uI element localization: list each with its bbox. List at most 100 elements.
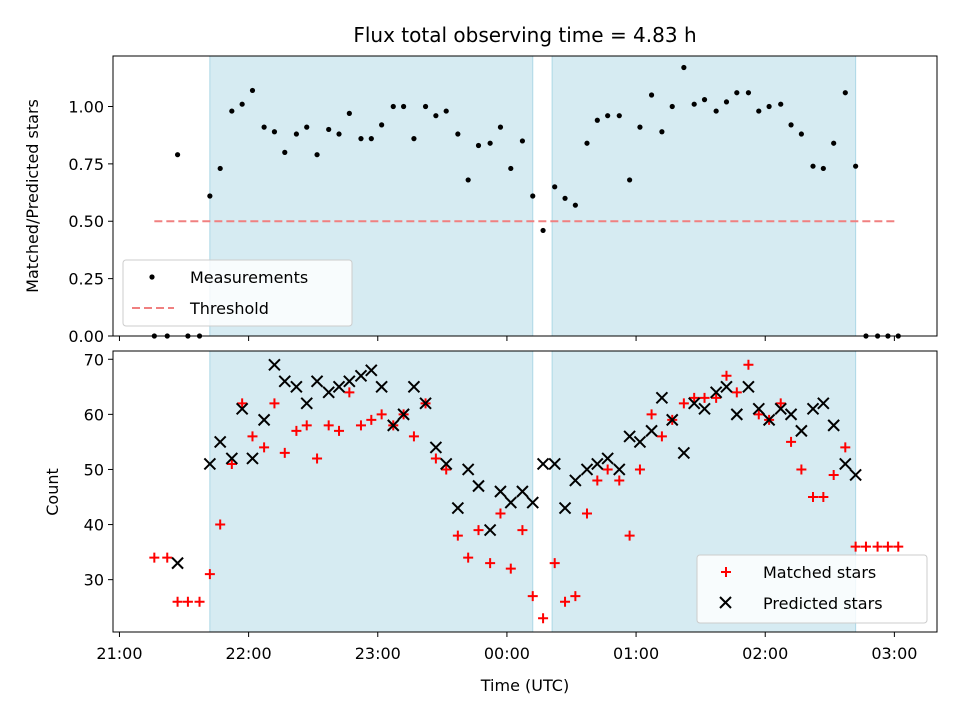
predicted-star-point <box>375 380 388 394</box>
matched-star-point <box>818 492 829 503</box>
predicted-star-point <box>407 380 421 394</box>
measurement-point <box>820 165 826 172</box>
predicted-star-point <box>268 358 281 371</box>
matched-star-point <box>624 530 635 541</box>
matched-star-point <box>689 392 700 403</box>
matched-star-point <box>505 563 516 574</box>
ratio-panel-frame <box>112 55 938 337</box>
measurements-legend-marker <box>149 274 155 280</box>
predicted-star-point <box>548 457 561 471</box>
predicted-star-point <box>839 457 852 471</box>
measurement-point <box>616 113 622 119</box>
measurement-point <box>508 165 514 172</box>
y-tick-labels: 30 40 50 60 70 <box>84 350 104 589</box>
matched-star-point <box>376 409 387 420</box>
predicted-star-point <box>742 380 755 394</box>
predicted-legend-marker <box>719 596 732 609</box>
predicted-star-point <box>246 452 259 465</box>
measurement-point <box>605 113 611 119</box>
y-tick-label: 70 <box>84 350 104 369</box>
predicted-star-point <box>451 501 465 515</box>
measurement-point <box>261 124 267 130</box>
measurement-point <box>594 117 600 123</box>
matched-star-point <box>634 464 645 475</box>
matched-star-point <box>485 558 496 569</box>
y-tick-label: 60 <box>84 405 104 424</box>
matched-star-point <box>808 492 819 503</box>
measurement-point <box>326 126 332 133</box>
matched-star-point <box>473 525 484 536</box>
matched-legend-marker <box>721 567 731 577</box>
x-tick-label: 23:00 <box>355 644 401 663</box>
x-tick-label: 01:00 <box>613 644 659 663</box>
ratio-y-axis-label: Matched/Predicted stars <box>23 99 42 293</box>
matched-star-point <box>592 475 603 486</box>
matched-star-point <box>182 596 193 607</box>
measurement-point <box>691 101 697 107</box>
ratio-legend: Measurements Threshold <box>122 259 353 327</box>
matched-star-point <box>237 398 248 409</box>
predicted-star-point <box>429 441 443 454</box>
matched-star-point <box>699 392 710 403</box>
measurement-point <box>400 103 407 110</box>
matched-star-point <box>194 596 205 607</box>
matched-star-point <box>786 436 797 447</box>
measurement-point <box>304 124 310 130</box>
predicted-star-point <box>354 369 368 383</box>
matched-star-point <box>743 359 754 370</box>
matched-star-point <box>517 525 528 536</box>
matched-star-point <box>614 475 625 486</box>
shaded-intervals <box>209 55 857 337</box>
measurement-point <box>497 124 504 130</box>
predicted-star-point <box>698 402 711 416</box>
measurement-point <box>487 140 493 146</box>
predicted-star-point <box>720 380 733 394</box>
predicted-star-point <box>806 402 820 416</box>
measurement-point <box>552 184 558 190</box>
measurements-legend-label: Measurements <box>190 268 308 287</box>
chart-title: Flux total observing time = 4.83 h <box>353 23 696 47</box>
measurement-point <box>669 103 675 110</box>
matched-star-point <box>441 464 452 475</box>
matched-star-point <box>796 464 807 475</box>
measurement-point <box>229 108 235 114</box>
predicted-star-point <box>817 397 830 410</box>
matched-legend-label: Matched stars <box>763 563 876 582</box>
matched-star-point <box>279 447 290 458</box>
predicted-star-point <box>569 474 582 487</box>
predicted-star-point <box>213 435 227 449</box>
measurement-point <box>798 131 804 137</box>
matched-star-point <box>162 552 173 563</box>
predicted-star-point <box>762 413 776 427</box>
matched-star-point <box>646 409 657 420</box>
predicted-star-point <box>666 413 679 427</box>
predicted-star-point <box>387 419 400 432</box>
predicted-star-point <box>677 446 691 460</box>
ratio-panel: 0.00 0.25 0.50 0.75 1.00 Flux total observin… <box>23 23 938 346</box>
matched-star-point <box>656 431 667 442</box>
measurement-point <box>207 193 213 199</box>
y-tick-labels: 0.00 0.25 0.50 0.75 1.00 <box>68 97 104 346</box>
matched-star-point <box>226 458 237 469</box>
predicted-star-point <box>516 485 529 498</box>
measurement-point <box>249 87 256 94</box>
predicted-star-point <box>257 413 271 427</box>
predicted-star-point <box>709 386 723 399</box>
predicted-star-point <box>397 408 410 421</box>
measurement-point <box>519 138 526 144</box>
measurement-point <box>174 152 181 158</box>
axis-ticks <box>108 105 895 341</box>
predicted-star-point <box>633 435 647 449</box>
x-tick-label: 21:00 <box>96 644 142 663</box>
matched-star-point <box>323 420 334 431</box>
predicted-legend-label: Predicted stars <box>763 594 883 613</box>
measurement-point <box>346 110 352 116</box>
count-panel-frame <box>112 350 938 633</box>
predicted-star-point <box>419 397 432 410</box>
time-x-axis-label: Time (UTC) <box>480 676 569 695</box>
predicted-star-point <box>365 364 378 377</box>
matched-star-point <box>452 530 463 541</box>
matched-star-point <box>215 519 226 530</box>
measurement-point <box>745 90 752 96</box>
matched-star-point <box>527 591 538 602</box>
